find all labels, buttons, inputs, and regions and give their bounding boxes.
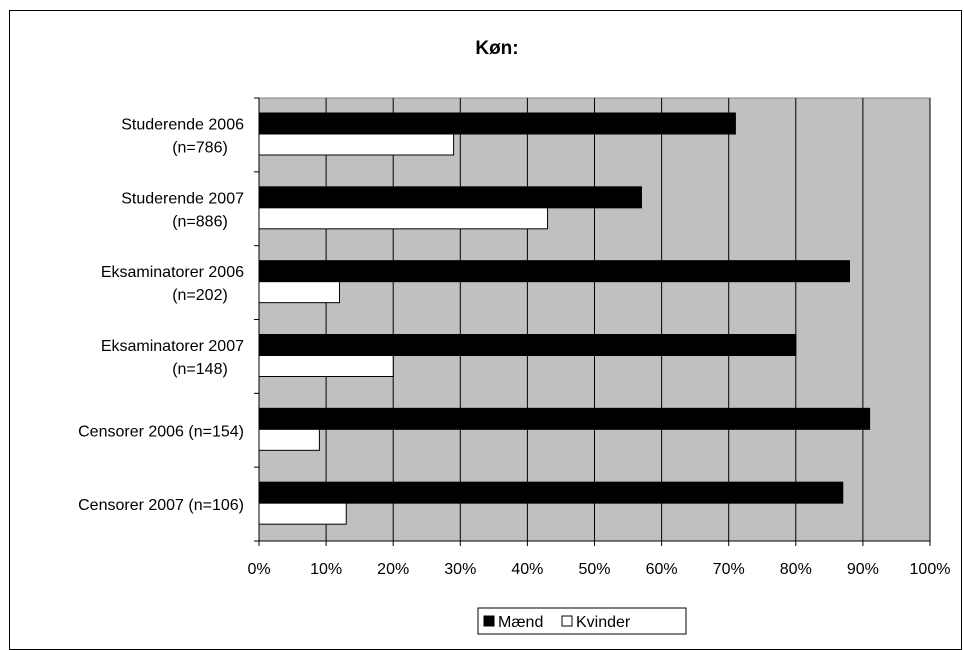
- legend-box: [477, 607, 687, 635]
- category-label: Censorer 2006 (n=154): [78, 423, 244, 440]
- x-tick-label: 20%: [377, 561, 409, 578]
- bar-kvinder: [258, 281, 341, 304]
- x-tick-label: 10%: [310, 561, 342, 578]
- legend-label: Mænd: [498, 614, 543, 631]
- x-tick-label: 60%: [646, 561, 678, 578]
- x-tick-label: 50%: [578, 561, 610, 578]
- bar-mænd: [258, 260, 850, 283]
- bar-mænd: [258, 112, 736, 135]
- x-tick-label: 90%: [847, 561, 879, 578]
- category-label: (n=202): [172, 287, 228, 304]
- plot-area: 0% 10% 20% 30% 40% 50% 60% 70% 80% 90% 100% Studere…: [78, 97, 951, 635]
- bar-kvinder: [258, 502, 347, 525]
- category-label: Studerende 2006: [121, 116, 244, 133]
- x-tick-label: 100%: [910, 561, 951, 578]
- bar-mænd: [258, 481, 844, 504]
- x-tick-label: 40%: [511, 561, 543, 578]
- bar-kvinder: [258, 207, 549, 230]
- x-tick-label: 70%: [713, 561, 745, 578]
- bar-kvinder: [258, 133, 455, 156]
- category-label: (n=786): [172, 139, 228, 156]
- legend-swatch: [561, 615, 573, 627]
- bar-mænd: [258, 334, 797, 356]
- x-tick-label: 80%: [780, 561, 812, 578]
- category-label: (n=886): [172, 213, 228, 230]
- bar-kvinder: [258, 428, 320, 451]
- legend-label: Kvinder: [576, 614, 631, 631]
- chart-title: Køn:: [475, 38, 518, 59]
- category-label: Studerende 2007: [121, 190, 244, 207]
- category-label: Censorer 2007 (n=106): [78, 497, 244, 514]
- x-tick-label: 30%: [444, 561, 476, 578]
- category-label: Eksaminatorer 2006: [101, 264, 244, 281]
- category-label: Eksaminatorer 2007: [101, 338, 244, 355]
- bar-mænd: [258, 407, 871, 430]
- x-tick-label: 0%: [247, 561, 270, 578]
- category-label: (n=148): [172, 361, 228, 378]
- bar-mænd: [258, 186, 642, 209]
- legend-swatch: [483, 615, 495, 627]
- bar-kvinder: [258, 355, 394, 377]
